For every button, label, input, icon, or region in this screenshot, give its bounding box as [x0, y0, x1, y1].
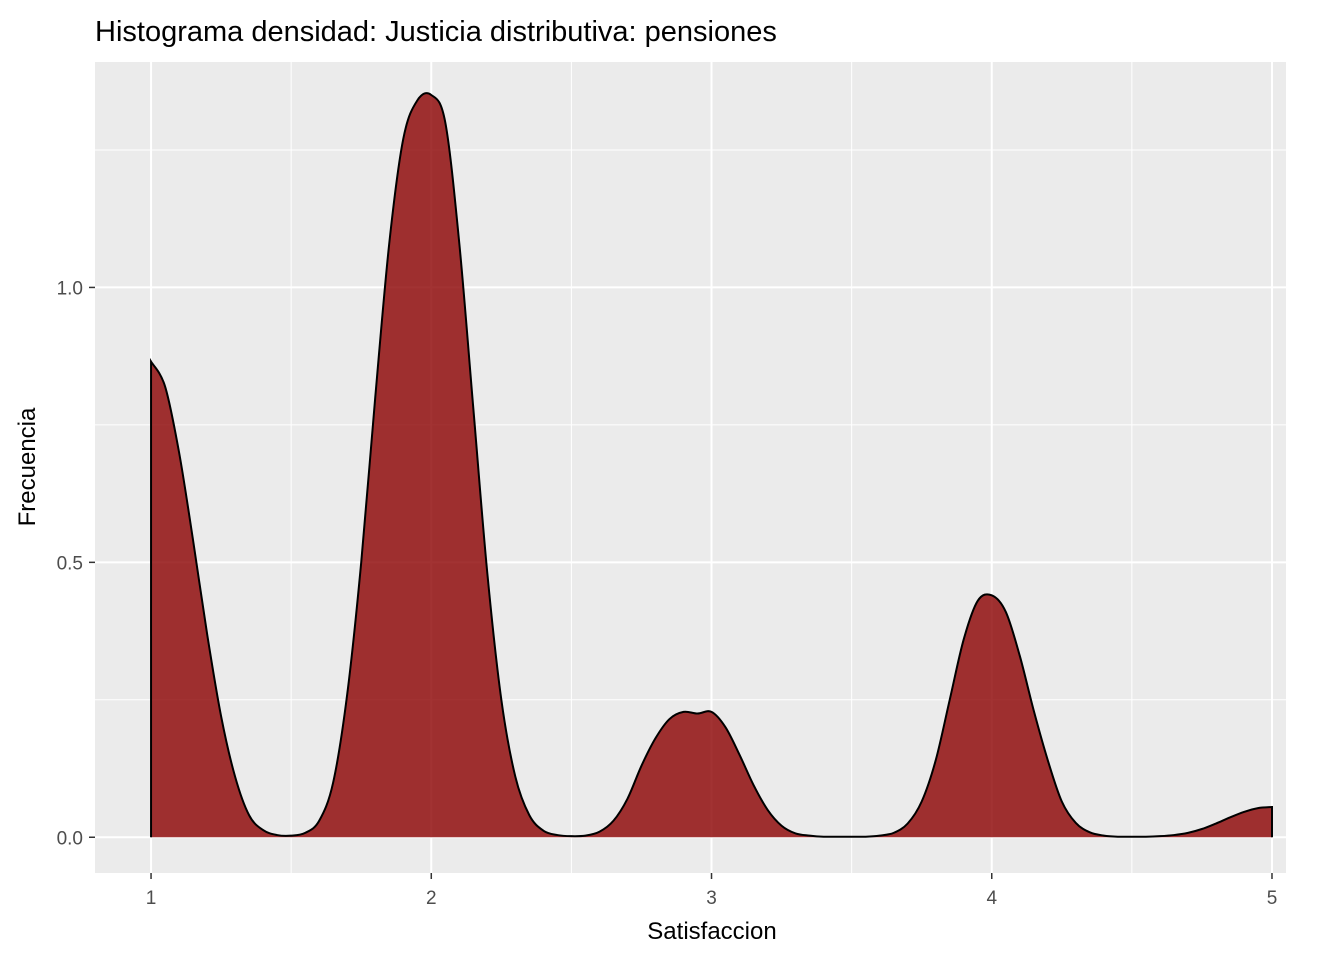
minor-gridlines	[95, 62, 1286, 873]
x-tick-label: 1	[146, 888, 157, 909]
y-axis-title: Frecuencia	[14, 407, 41, 526]
x-tick-label: 2	[426, 888, 437, 909]
x-tick-label: 4	[986, 888, 997, 909]
y-axis-ticks: 0.0 0.5 1.0	[57, 278, 95, 849]
y-tick-label: 1.0	[57, 278, 83, 299]
x-tick-label: 5	[1267, 888, 1278, 909]
x-axis-title: Satisfaccion	[647, 918, 776, 945]
density-outline	[150, 92, 1273, 838]
x-axis-ticks: 1 2 3 4 5	[146, 873, 1278, 909]
chart-title: Histograma densidad: Justicia distributi…	[95, 16, 777, 48]
y-tick-label: 0.0	[57, 828, 83, 849]
y-tick-label: 0.5	[57, 553, 83, 574]
density-area	[151, 93, 1272, 838]
x-tick-label: 3	[706, 888, 717, 909]
